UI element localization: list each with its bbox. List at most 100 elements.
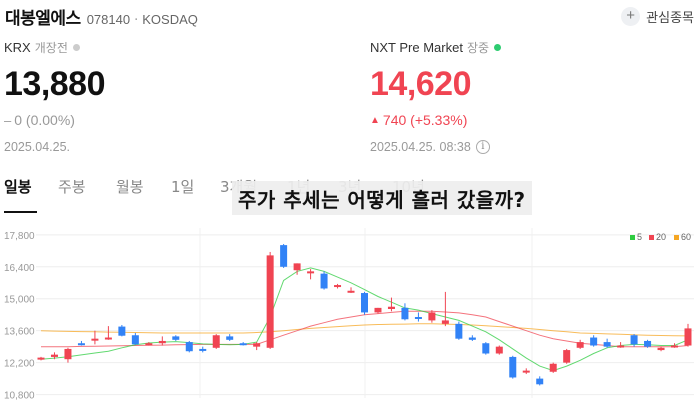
candle-body — [347, 290, 355, 293]
candle-body — [307, 271, 315, 274]
legend-swatch — [674, 235, 679, 240]
candle-body — [576, 342, 584, 348]
candle-body — [428, 312, 436, 321]
candle-body — [293, 263, 301, 271]
krx-status-dot — [72, 43, 80, 51]
legend-label: 20 — [656, 232, 666, 242]
candle-body — [50, 354, 58, 357]
candle-body — [77, 343, 85, 346]
candle-body — [64, 348, 72, 360]
y-tick-label: 15,000 — [4, 295, 35, 306]
candle-body — [361, 293, 368, 313]
nxt-price: 14,620 — [370, 65, 472, 103]
nxt-change: ▲ 740 (+5.33%) — [370, 111, 690, 129]
candle-body — [630, 335, 638, 345]
nxt-session-label: 장중 — [466, 40, 490, 55]
tab-1-day[interactable]: 1일 — [171, 178, 195, 196]
krx-change-text: 0 (0.00%) — [14, 112, 75, 128]
candle-body — [145, 343, 153, 346]
krx-price: 13,880 — [4, 65, 106, 103]
candle-body — [91, 338, 99, 341]
candle-body — [280, 245, 288, 267]
flat-dash-icon: ‒ — [4, 112, 12, 128]
candle-body — [212, 335, 220, 348]
krx-session-label: 개장전 — [34, 40, 68, 55]
nxt-exchange-label: NXT Pre Market — [370, 39, 463, 55]
tab-weekly[interactable]: 주봉 — [58, 178, 86, 196]
candle-body — [266, 255, 274, 348]
candle-body — [441, 320, 449, 324]
candle-body — [563, 350, 571, 363]
nxt-date-text: 2025.04.25. 08:38 — [370, 140, 471, 154]
separator-dot: · — [134, 13, 139, 28]
watchlist-label: 관심종목 — [646, 10, 694, 26]
candle-body — [536, 378, 544, 385]
candle-body — [239, 343, 247, 346]
legend-label: 5 — [637, 232, 642, 242]
candle-body — [603, 342, 611, 347]
candle-body — [590, 337, 598, 346]
caption-overlay: 주가 추세는 어떻게 흘러 갔을까? — [232, 181, 532, 215]
krx-date-text: 2025.04.25. — [4, 140, 71, 154]
candle-body — [104, 337, 112, 340]
candle-body — [374, 307, 382, 313]
nxt-status-dot — [494, 43, 502, 51]
candle-body — [158, 340, 166, 344]
candle-body — [387, 306, 395, 310]
candle-body — [172, 336, 180, 340]
candle-body — [522, 370, 530, 373]
stock-name: 대봉엘에스 — [5, 9, 81, 29]
legend-swatch — [649, 235, 654, 240]
nxt-change-text: 740 (+5.33%) — [382, 112, 468, 128]
ma60-line — [40, 323, 689, 337]
y-tick-label: 17,800 — [4, 231, 35, 242]
plus-icon: + — [621, 6, 641, 26]
candle-body — [401, 307, 409, 320]
stock-code: 078140 — [86, 12, 131, 27]
candle-body — [185, 342, 193, 352]
candle-body — [549, 363, 557, 372]
y-tick-label: 10,800 — [4, 391, 35, 400]
candle-body — [482, 343, 490, 354]
krx-date: 2025.04.25. — [4, 139, 324, 155]
caption-text: 주가 추세는 어떻게 흘러 갔을까? — [238, 187, 526, 212]
y-tick-label: 13,600 — [4, 327, 35, 338]
candle-body — [226, 336, 234, 340]
candle-body — [509, 356, 517, 378]
candle-body — [644, 340, 652, 347]
tab-monthly[interactable]: 월봉 — [116, 178, 144, 196]
krx-change: ‒ 0 (0.00%) — [4, 111, 324, 129]
legend-label: 60 — [681, 232, 691, 242]
add-watchlist-button[interactable]: + 관심종목 — [621, 5, 694, 27]
nxt-price-panel: NXT Pre Market 장중 14,620 ▲ 740 (+5.33%) … — [370, 38, 690, 155]
candle-body — [253, 343, 261, 347]
up-triangle-icon: ▲ — [370, 114, 380, 126]
candle-body — [684, 328, 692, 346]
candle-body — [455, 323, 463, 339]
candle-body — [334, 285, 342, 288]
candle-body — [37, 357, 45, 360]
stock-header: 대봉엘에스 078140 · KOSDAQ — [5, 4, 198, 30]
y-tick-label: 16,400 — [4, 263, 35, 274]
krx-price-panel: KRX 개장전 13,880 ‒ 0 (0.00%) 2025.04.25. — [4, 38, 324, 155]
candle-body — [118, 326, 126, 336]
krx-exchange-label: KRX — [4, 39, 31, 55]
candle-body — [131, 335, 139, 345]
candle-body — [414, 316, 422, 319]
nxt-date: 2025.04.25. 08:38 i — [370, 139, 690, 155]
candle-body — [468, 337, 476, 340]
market-name: KOSDAQ — [142, 12, 198, 27]
candle-body — [671, 345, 679, 348]
candlestick-chart[interactable]: 17,800 16,400 15,000 13,600 12,200 10,800 5 20 6… — [0, 226, 700, 400]
y-tick-label: 12,200 — [4, 359, 35, 370]
tab-daily[interactable]: 일봉 — [4, 178, 32, 196]
legend-swatch — [630, 235, 635, 240]
candle-body — [657, 347, 665, 351]
nxt-title: NXT Pre Market 장중 — [370, 38, 690, 56]
chart-svg: 17,800 16,400 15,000 13,600 12,200 10,800 5 20 6… — [4, 228, 694, 400]
candle-body — [320, 273, 328, 289]
candle-body — [495, 346, 503, 354]
info-icon[interactable]: i — [475, 140, 490, 154]
active-tab-indicator — [4, 211, 37, 213]
candle-body — [617, 345, 625, 348]
